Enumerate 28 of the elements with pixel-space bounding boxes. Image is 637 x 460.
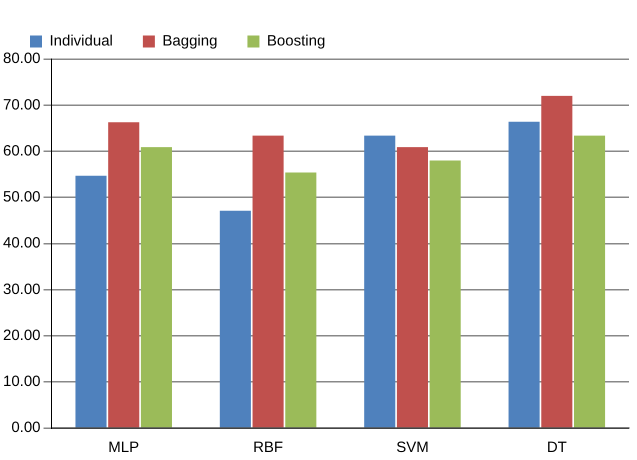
bar (108, 122, 140, 428)
x-tick-label: MLP (108, 439, 140, 456)
bar (508, 122, 540, 428)
legend-label: Boosting (266, 32, 326, 50)
legend-label: Individual (50, 32, 113, 50)
bar (220, 210, 251, 428)
bar (252, 136, 284, 428)
y-tick-label: 50.00 (2, 188, 41, 206)
y-tick-label: 80.00 (2, 50, 41, 68)
y-tick-label: 70.00 (2, 96, 41, 114)
x-tick-label: RBF (253, 439, 284, 456)
bar (574, 136, 606, 428)
bar (285, 172, 316, 428)
bar (541, 96, 572, 428)
y-tick-label: 30.00 (2, 280, 41, 298)
bar (75, 176, 107, 428)
y-tick-label: 20.00 (2, 326, 41, 344)
y-tick-label: 40.00 (2, 234, 41, 252)
bar (140, 147, 172, 428)
bar (430, 160, 461, 428)
x-tick-label: SVM (396, 439, 429, 456)
legend-label: Bagging (162, 32, 218, 50)
y-tick-label: 0.00 (11, 419, 41, 436)
y-tick-label: 60.00 (2, 142, 41, 160)
y-tick-label: 10.00 (2, 373, 41, 390)
bar (364, 136, 396, 428)
bar (396, 147, 428, 428)
x-tick-label: DT (546, 439, 567, 456)
